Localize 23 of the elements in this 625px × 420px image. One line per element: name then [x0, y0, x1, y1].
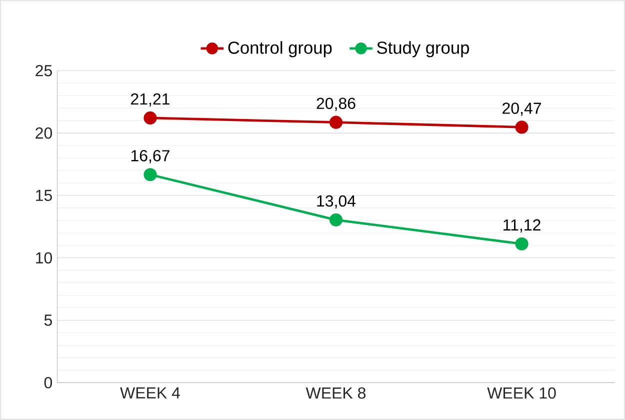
y-tick-label: 10 — [36, 252, 52, 264]
x-tick-label: WEEK 4 — [120, 387, 180, 398]
point — [329, 213, 343, 226]
data-label: 16,67 — [131, 150, 170, 164]
y-tick-label: 15 — [36, 190, 52, 202]
point — [144, 111, 157, 124]
x-tick-label: WEEK 10 — [487, 387, 556, 399]
y-tick-label: 25 — [36, 65, 52, 76]
point — [329, 116, 343, 129]
data-label: 13,04 — [317, 195, 356, 209]
data-label: 21,21 — [131, 93, 170, 107]
point — [515, 237, 528, 250]
x-tick-label: WEEK 8 — [306, 387, 366, 399]
y-tick-label: 5 — [44, 314, 52, 326]
y-tick-label: 20 — [36, 127, 52, 139]
data-label: 20,86 — [316, 98, 356, 111]
legend-label: Study group — [377, 41, 469, 58]
point — [144, 168, 157, 182]
y-tick-label: 0 — [44, 376, 52, 388]
legend-label: Control group — [228, 41, 332, 58]
data-label: 20,47 — [502, 102, 541, 116]
data-label: 11,12 — [504, 219, 540, 233]
point — [515, 120, 528, 134]
